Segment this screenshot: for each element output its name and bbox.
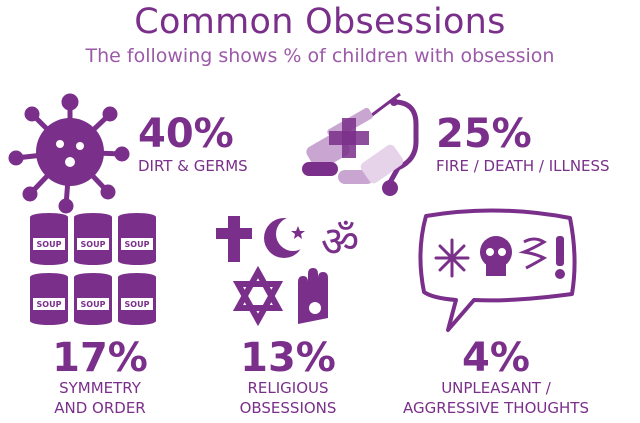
label-unpleasant-line2: AGGRESSIVE THOUGHTS	[403, 399, 589, 417]
label-dirt-germs: DIRT & GERMS	[138, 157, 248, 175]
pct-dirt-germs: 40%	[138, 111, 234, 157]
religious-symbols-icon: ॐ	[216, 216, 359, 327]
pct-unpleasant-thoughts: 4%	[462, 335, 530, 381]
label-unpleasant-line1: UNPLEASANT /	[441, 379, 551, 397]
label-religious-line1: RELIGIOUS	[247, 379, 329, 397]
page-subtitle: The following shows % of children with o…	[85, 45, 555, 67]
speech-bubble-icon	[418, 208, 577, 332]
pct-symmetry-order: 17%	[52, 335, 148, 381]
germ-icon	[8, 93, 130, 214]
pct-religious: 13%	[240, 335, 336, 381]
label-symmetry-line1: SYMMETRY	[59, 379, 141, 397]
svg-text:ॐ: ॐ	[321, 217, 359, 266]
medical-icon	[302, 92, 419, 196]
label-religious-line2: OBSESSIONS	[239, 399, 337, 417]
pct-fire-death-illness: 25%	[436, 111, 532, 157]
label-fire-death-illness: FIRE / DEATH / ILLNESS	[436, 157, 610, 175]
page-title: Common Obsessions	[134, 2, 506, 42]
soup-cans-icon: SOUP	[30, 213, 156, 325]
label-symmetry-line2: AND ORDER	[54, 399, 146, 417]
